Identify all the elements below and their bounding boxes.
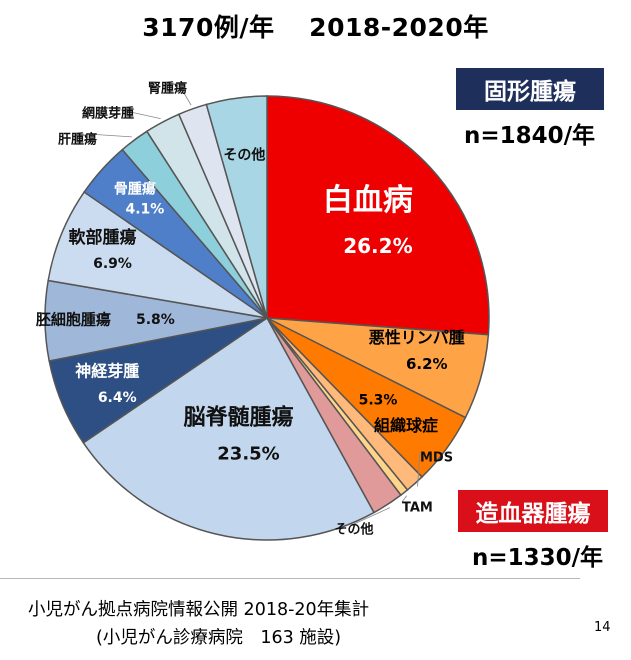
hematopoietic-tumor-badge: 造血器腫瘍 xyxy=(458,490,608,532)
source-line-2: (小児がん診療病院 163 施設) xyxy=(96,628,342,648)
solid-tumor-badge: 固形腫瘍 xyxy=(456,68,604,110)
divider xyxy=(0,578,580,579)
slice-value-label: 23.5% xyxy=(217,444,279,465)
source-line-1: 小児がん拠点病院情報公開 2018-20年集計 xyxy=(28,600,370,620)
solid-tumor-count: n=1840/年 xyxy=(464,123,596,149)
slice-label: MDS xyxy=(420,451,453,466)
page-number: 14 xyxy=(594,620,611,635)
slice-label: その他 xyxy=(223,146,265,163)
leader-line xyxy=(177,82,192,106)
slice-label: TAM xyxy=(402,501,433,516)
chart-title: 3170例/年 2018-2020年 xyxy=(142,13,489,42)
slice-label: その他 xyxy=(334,522,373,538)
slice-label: 軟部腫瘍 xyxy=(68,227,136,248)
slice-label: 神経芽腫 xyxy=(75,361,139,380)
slice-value-label: 6.4% xyxy=(98,390,137,406)
slice-label: 悪性リンパ腫 xyxy=(369,328,465,347)
slice-label: 腎腫瘍 xyxy=(148,81,187,97)
pie-chart: 白血病26.2%悪性リンパ腫6.2%5.3%組織球症MDSTAMその他脳脊髄腫瘍… xyxy=(36,81,490,541)
slice-value-label: 5.3% xyxy=(359,392,398,408)
slice-label: 肝腫瘍 xyxy=(58,132,97,148)
slice-value-label: 6.2% xyxy=(406,355,448,373)
hematopoietic-tumor-count: n=1330/年 xyxy=(472,545,604,571)
leader-line xyxy=(401,495,407,503)
leader-line xyxy=(417,451,421,487)
source-note: 小児がん拠点病院情報公開 2018-20年集計 (小児がん診療病院 163 施設… xyxy=(28,596,369,652)
slice-label: 組織球症 xyxy=(374,416,438,435)
slice-value-label: 4.1% xyxy=(125,201,164,217)
pie-slice xyxy=(266,95,490,336)
leader-line xyxy=(353,507,391,525)
slice-label: 脳脊髄腫瘍 xyxy=(183,405,293,431)
slice-label: 胚細胞腫瘍 xyxy=(36,311,111,329)
slice-value-label: 26.2% xyxy=(343,234,412,258)
leader-line xyxy=(111,107,161,119)
slice-label: 白血病 xyxy=(323,183,413,218)
slice-label: 骨腫瘍 xyxy=(114,180,156,197)
pie-slice xyxy=(82,316,375,541)
slice-label: 網膜芽腫 xyxy=(82,106,134,122)
slice-value-label: 6.9% xyxy=(93,256,132,272)
slice-value-label: 5.8% xyxy=(136,312,175,328)
leader-line xyxy=(87,133,132,138)
pie-slice xyxy=(205,95,268,319)
